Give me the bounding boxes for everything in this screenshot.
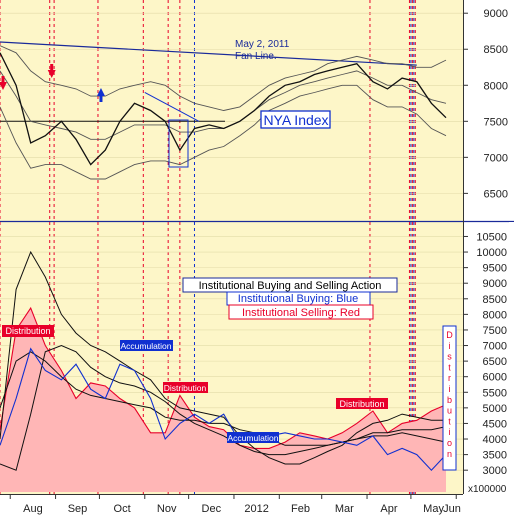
buying-line <box>0 347 447 472</box>
distribution-tag-1: Distribution <box>5 326 50 336</box>
lower-y-tick-label: 5000 <box>483 403 507 415</box>
x-tick-label: Mar <box>335 503 354 515</box>
lower-y-tick-label: 5500 <box>483 387 507 399</box>
lower-y-tick-label: 8000 <box>483 309 507 321</box>
legend-title: Institutional Buying and Selling Action <box>199 280 382 292</box>
upper-panel <box>0 12 463 194</box>
distribution-vertical-letter: s <box>447 352 452 362</box>
x-tick-label: Aug <box>23 503 43 515</box>
upper-panel-background <box>0 0 463 221</box>
lower-y-tick-label: 8500 <box>483 294 507 306</box>
lower-y-tick-label: 7000 <box>483 341 507 353</box>
distribution-vertical-letter: o <box>447 438 452 448</box>
accumulation-tag-2: Accumulation <box>227 433 278 443</box>
distribution-vertical-letter: i <box>449 384 451 394</box>
legend-selling: Institutional Selling: Red <box>242 307 360 319</box>
x-tick-label: Jun <box>443 503 461 515</box>
index-label: NYA Index <box>263 112 328 128</box>
x-tick-label: Oct <box>114 503 131 515</box>
accumulation-tag-1-box <box>120 340 173 351</box>
consolidation-box <box>168 119 189 168</box>
x-tick-label: 2012 <box>244 503 268 515</box>
distribution-vertical-letter: r <box>448 373 451 383</box>
upper-y-tick-label: 8500 <box>484 44 508 56</box>
legend-buying: Institutional Buying: Blue <box>238 293 358 305</box>
lower-y-tick-label: 10500 <box>476 231 507 243</box>
nya-index-line <box>0 52 447 166</box>
index-label-box <box>260 110 331 129</box>
event-lines-layer <box>0 0 416 494</box>
distribution-vertical-letter: i <box>449 341 451 351</box>
x-tick-label: Dec <box>202 503 222 515</box>
distribution-vertical-box <box>442 325 457 471</box>
x-tick-label: May <box>423 503 444 515</box>
axes-layer: 6500 7000 7500 8000 8500 9000 3000 3500 4000 4500… <box>9 8 508 515</box>
blue-up-arrow-icon <box>96 88 105 102</box>
lower-y-tick-label: 10000 <box>476 247 507 259</box>
red-down-arrow-icon <box>0 76 7 90</box>
distribution-vertical-label: Distribution <box>446 330 453 459</box>
upper-y-tick-label: 8000 <box>484 80 508 92</box>
lower-y-tick-label: 4000 <box>483 434 507 446</box>
distribution-tag-2-box <box>163 382 208 393</box>
selling-area <box>0 308 446 492</box>
selling-line <box>0 306 447 449</box>
trend-line <box>144 92 200 122</box>
lower-y-tick-label: 9500 <box>483 263 507 275</box>
distribution-tag-3-box <box>336 398 388 409</box>
lower-y-tick-label: 7500 <box>483 325 507 337</box>
x-tick-label: Apr <box>380 503 397 515</box>
distribution-vertical-letter: t <box>448 362 451 372</box>
distribution-vertical-letter: D <box>446 330 453 340</box>
upper-y-tick-label: 7500 <box>484 116 508 128</box>
lower-y-tick-label: 4500 <box>483 418 507 430</box>
distribution-tag-2: Distribution <box>164 383 207 393</box>
lower-y-tick-label: 6000 <box>483 372 507 384</box>
upper-y-tick-label: 9000 <box>484 8 508 20</box>
distribution-vertical-letter: t <box>448 416 451 426</box>
upper-y-tick-label: 7000 <box>484 152 508 164</box>
scale-note: x100000 <box>468 484 507 495</box>
y-axis-right-border <box>509 222 514 519</box>
fan-line-label-2: Fan Line. <box>235 51 277 62</box>
fan-line <box>0 41 417 66</box>
trend-band-line <box>0 250 446 465</box>
legend-selling-box <box>228 304 374 320</box>
lower-y-tick-label: 6500 <box>483 356 507 368</box>
red-down-arrow-icon <box>47 64 56 78</box>
distribution-vertical-letter: n <box>447 449 452 459</box>
accumulation-tag-2-box <box>227 432 279 443</box>
distribution-vertical-letter: i <box>449 427 451 437</box>
trend-band-line <box>0 351 447 446</box>
accumulation-tag-1: Accumulation <box>120 341 171 351</box>
x-tick-label: Nov <box>157 503 177 515</box>
distribution-vertical-letter: b <box>447 395 452 405</box>
upper-band-line <box>0 45 447 111</box>
lower-y-tick-label: 3500 <box>483 450 507 462</box>
lower-y-tick-label: 3000 <box>483 465 507 477</box>
lower-y-tick-label: 9000 <box>483 278 507 290</box>
distribution-vertical-letter: u <box>447 406 452 416</box>
x-tick-label: Sep <box>68 503 88 515</box>
lower-band-line <box>0 84 447 180</box>
distribution-tag-1-box <box>2 325 54 337</box>
x-tick-label: Feb <box>291 503 310 515</box>
upper-y-tick-label: 6500 <box>484 188 508 200</box>
distribution-tag-3: Distribution <box>339 399 384 409</box>
fan-line-label-1: May 2, 2011 <box>235 39 290 50</box>
